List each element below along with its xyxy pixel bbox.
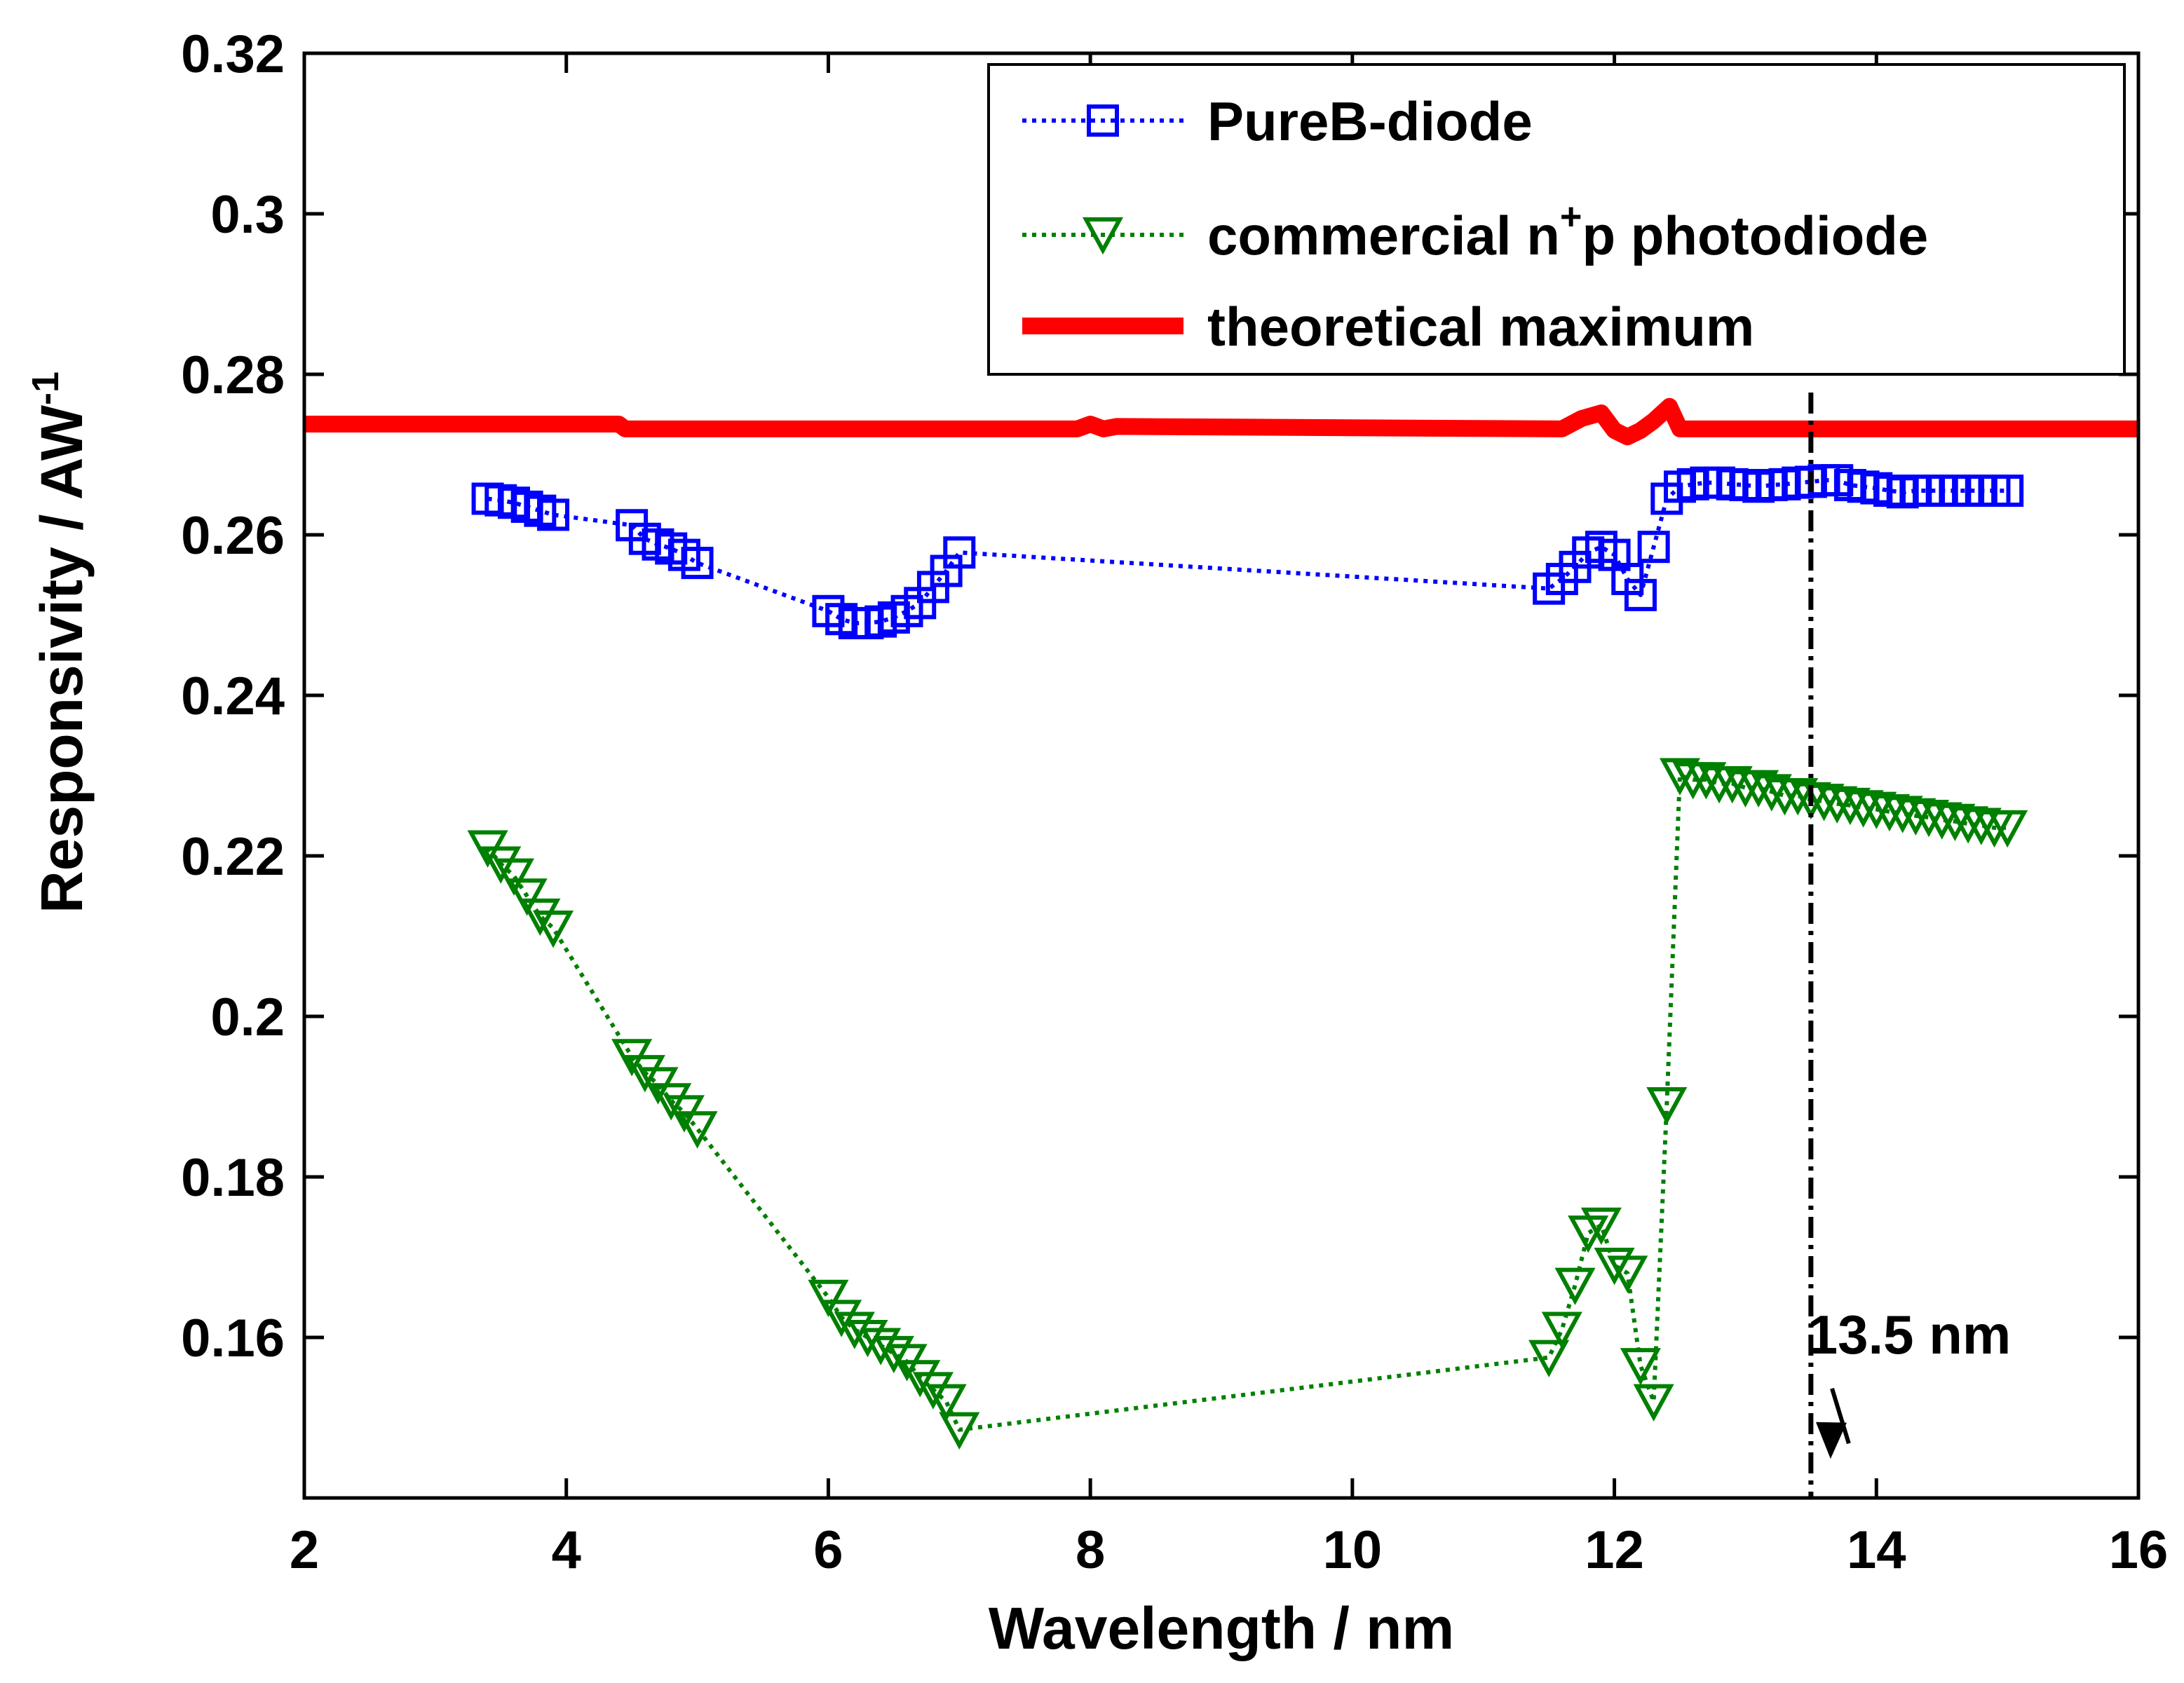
x-tick-label-4: 10 <box>1323 1520 1383 1580</box>
y-tick-label-5: 0.26 <box>181 506 285 566</box>
data-point-1-5 <box>532 911 574 948</box>
legend-label-2: theoretical maximum <box>1207 296 1754 357</box>
data-point-1-13 <box>821 1300 862 1337</box>
y-tick-label-2: 0.2 <box>210 988 285 1047</box>
data-point-0-5 <box>537 498 570 531</box>
y-axis-label: Responsivity / AW-1 <box>25 372 95 913</box>
y-tick-label-1: 0.18 <box>181 1148 285 1208</box>
data-point-0-30 <box>1624 578 1657 611</box>
y-tick-label-6: 0.28 <box>181 346 285 405</box>
data-point-1-1 <box>480 846 522 884</box>
data-point-1-28 <box>1594 1247 1635 1286</box>
plot-frame <box>302 51 2141 1500</box>
data-point-0-31 <box>1637 531 1670 564</box>
data-point-0-22 <box>943 536 976 569</box>
data-point-1-21 <box>925 1384 967 1422</box>
series-line-0 <box>487 478 2008 625</box>
data-point-1-2 <box>493 858 535 896</box>
data-point-1-20 <box>912 1372 954 1410</box>
text-layer: 2 4 6 8 10 12 14 16 0.16 0.18 0.2 0.22 0.24 0.26 0.28 0… <box>25 25 2168 1661</box>
annotation-13-5nm: 13.5 nm <box>1807 1304 2011 1365</box>
series-line-2 <box>304 397 2138 446</box>
data-point-1-23 <box>1528 1340 1570 1377</box>
data-point-1-33 <box>1659 758 1701 796</box>
x-axis-label: Wavelength / nm <box>989 1595 1454 1661</box>
data-point-1-35 <box>1686 762 1727 800</box>
x-tick-label-6: 14 <box>1847 1520 1906 1580</box>
series-0 <box>471 464 2024 639</box>
series-1 <box>467 758 2028 1450</box>
y-tick-label-4: 0.24 <box>181 667 285 726</box>
data-point-1-27 <box>1580 1207 1622 1245</box>
data-point-1-56 <box>1960 808 2002 845</box>
data-point-1-9 <box>651 1083 692 1121</box>
x-tick-label-2: 6 <box>813 1520 843 1580</box>
data-point-1-32 <box>1646 1086 1688 1125</box>
data-point-1-58 <box>1987 810 2028 848</box>
legend-entry-2: theoretical maximum <box>1022 296 1754 357</box>
y-tick-label-3: 0.22 <box>181 827 285 887</box>
x-tick-label-5: 12 <box>1585 1520 1644 1580</box>
data-point-1-39 <box>1738 770 1779 808</box>
annotation-arrow-line <box>1830 1388 1851 1445</box>
series-line-1 <box>486 773 2008 1432</box>
y-tick-label-7: 0.3 <box>210 185 285 245</box>
legend-label-0: PureB-diode <box>1207 90 1533 152</box>
data-point-1-7 <box>624 1055 665 1093</box>
x-tick-label-3: 8 <box>1076 1520 1105 1580</box>
legend-label-superscript-1: + <box>1560 196 1582 238</box>
data-point-1-31 <box>1633 1384 1674 1422</box>
legend-marker-1 <box>1082 217 1124 255</box>
x-tick-label-1: 4 <box>552 1520 581 1580</box>
x-tick-label-0: 2 <box>290 1520 319 1580</box>
series-2 <box>304 397 2138 446</box>
y-tick-label-0: 0.16 <box>181 1309 285 1368</box>
data-point-1-4 <box>520 898 561 936</box>
data-point-1-37 <box>1711 765 1753 804</box>
x-tick-label-7: 16 <box>2109 1520 2169 1580</box>
data-point-1-25 <box>1554 1267 1596 1305</box>
data-point-1-54 <box>1934 803 1976 842</box>
legend-entry-0: PureB-diode <box>1022 90 1533 152</box>
axes-layer <box>302 51 2141 1500</box>
data-point-1-50 <box>1882 796 1923 833</box>
data-point-1-17 <box>873 1335 914 1374</box>
data-point-1-24 <box>1541 1311 1582 1349</box>
data-point-1-46 <box>1829 787 1871 826</box>
data-point-1-29 <box>1607 1255 1648 1293</box>
data-point-1-30 <box>1620 1348 1661 1386</box>
legend-label-suffix-1: p photodiode <box>1582 205 1928 266</box>
data-point-1-44 <box>1803 784 1845 822</box>
y-axis-label-superscript: -1 <box>25 372 67 405</box>
data-point-0-11 <box>681 547 714 580</box>
legend-marker-0 <box>1087 104 1119 137</box>
data-point-1-26 <box>1568 1215 1609 1253</box>
data-point-1-52 <box>1908 800 1950 838</box>
data-point-1-19 <box>900 1360 941 1398</box>
annotation-arrow-head <box>1815 1422 1847 1459</box>
y-tick-label-8: 0.32 <box>181 25 285 84</box>
data-point-1-42 <box>1777 778 1819 816</box>
series-layer <box>304 393 2138 1498</box>
data-point-1-12 <box>808 1279 849 1318</box>
data-point-0-58 <box>1991 475 2024 507</box>
data-point-1-40 <box>1751 774 1792 812</box>
data-point-1-48 <box>1856 791 1897 829</box>
data-point-1-3 <box>506 878 548 916</box>
data-point-1-11 <box>677 1111 718 1149</box>
data-point-1-22 <box>939 1412 980 1450</box>
